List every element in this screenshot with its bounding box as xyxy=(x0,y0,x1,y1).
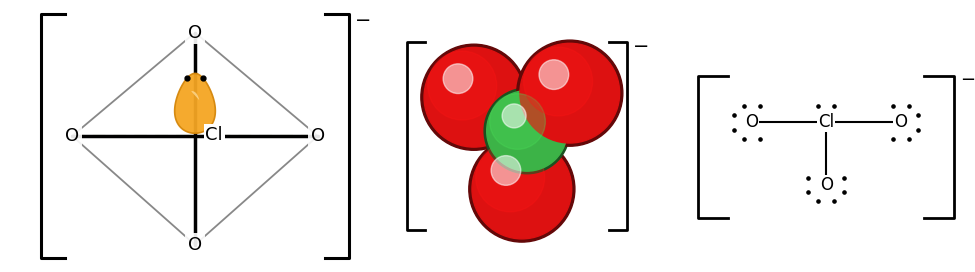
Text: O: O xyxy=(746,113,759,131)
Text: −: − xyxy=(960,71,975,89)
Text: O: O xyxy=(188,24,202,42)
Circle shape xyxy=(444,64,473,94)
Polygon shape xyxy=(191,91,199,100)
Circle shape xyxy=(476,143,545,212)
Circle shape xyxy=(485,88,569,174)
Circle shape xyxy=(469,136,575,242)
Text: Cl: Cl xyxy=(818,113,835,131)
Text: Cl: Cl xyxy=(206,126,223,144)
Circle shape xyxy=(421,44,526,150)
Text: O: O xyxy=(65,127,79,145)
Text: O: O xyxy=(820,176,833,194)
Circle shape xyxy=(524,47,593,116)
Text: O: O xyxy=(894,113,907,131)
Circle shape xyxy=(472,139,571,239)
Polygon shape xyxy=(175,73,215,133)
Text: O: O xyxy=(311,127,325,145)
Circle shape xyxy=(489,94,545,149)
Circle shape xyxy=(520,43,620,143)
Circle shape xyxy=(539,60,568,89)
Circle shape xyxy=(502,104,526,128)
Circle shape xyxy=(424,47,524,147)
Text: O: O xyxy=(188,236,202,254)
Circle shape xyxy=(487,91,567,171)
Circle shape xyxy=(428,51,496,120)
Circle shape xyxy=(517,40,623,146)
Circle shape xyxy=(491,156,521,185)
Text: −: − xyxy=(633,37,649,56)
Text: −: − xyxy=(355,11,371,30)
